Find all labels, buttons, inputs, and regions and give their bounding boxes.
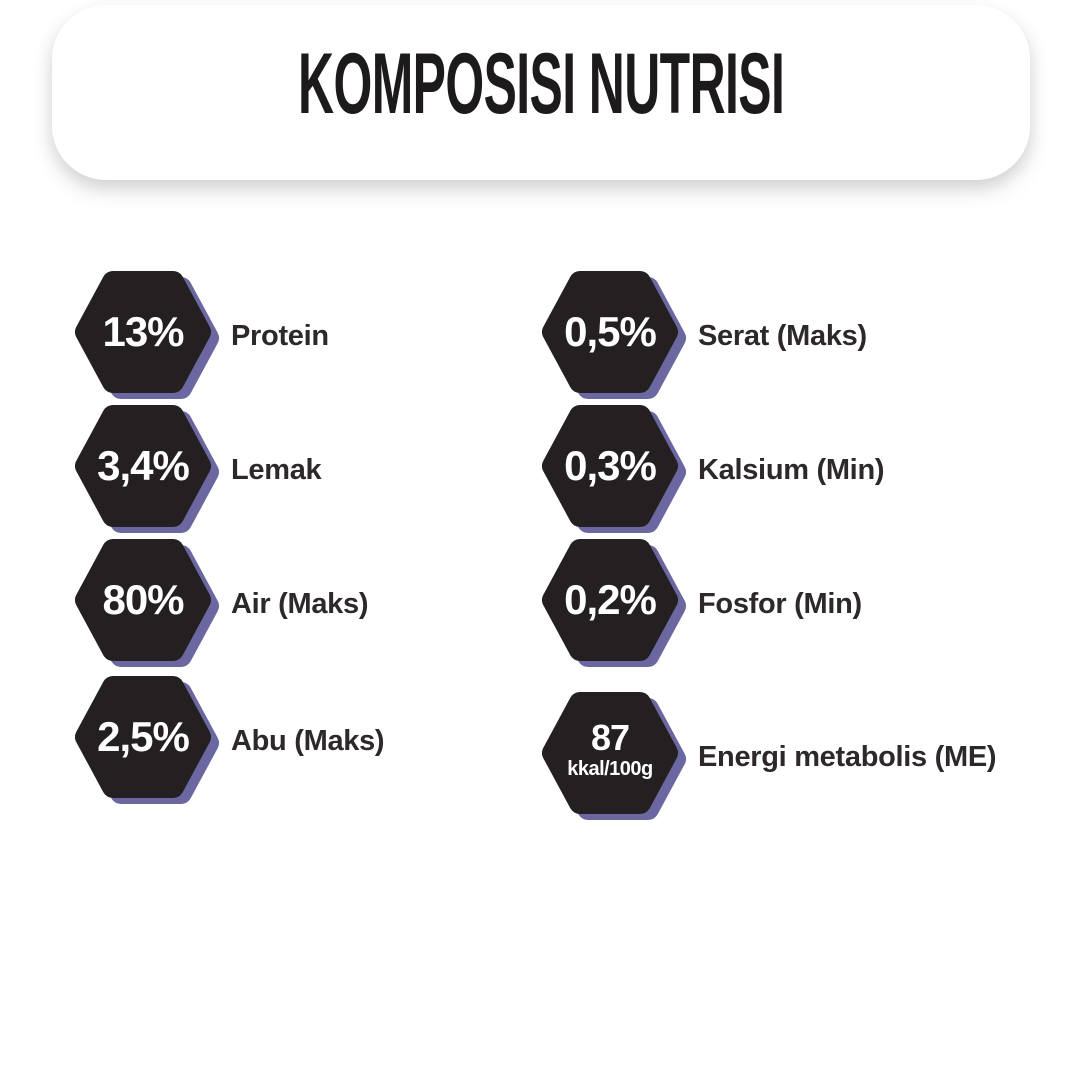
hexagon-badge: 2,5% <box>75 676 221 806</box>
nutrient-label: Abu (Maks) <box>231 724 385 757</box>
hexagon-badge: 87 kkal/100g <box>542 692 688 822</box>
hexagon-icon <box>542 539 686 667</box>
hexagon-badge: 0,2% <box>542 539 688 669</box>
hexagon-badge: 3,4% <box>75 405 221 535</box>
nutrient-item-lemak: 3,4% Lemak <box>75 405 322 535</box>
hexagon-badge: 0,5% <box>542 271 688 401</box>
nutrient-label: Air (Maks) <box>231 587 369 620</box>
nutrient-label: Serat (Maks) <box>698 319 867 352</box>
hexagon-icon <box>542 405 686 533</box>
nutrient-item-fosfor: 0,2% Fosfor (Min) <box>542 539 862 669</box>
hexagon-badge: 13% <box>75 271 221 401</box>
hexagon-badge: 80% <box>75 539 221 669</box>
badge-value: 13% <box>102 308 184 355</box>
badge-value: 0,2% <box>564 576 657 623</box>
hexagon-icon <box>542 271 686 399</box>
hexagon-icon <box>75 405 219 533</box>
nutrient-item-protein: 13% Protein <box>75 271 329 401</box>
hexagon-icon <box>542 692 686 820</box>
hexagon-badge: 0,3% <box>542 405 688 535</box>
badge-value: 0,3% <box>564 442 657 489</box>
nutrient-label: Kalsium (Min) <box>698 453 885 486</box>
badge-value: 87 <box>590 717 630 758</box>
nutrient-label: Fosfor (Min) <box>698 587 862 620</box>
nutrient-item-air: 80% Air (Maks) <box>75 539 369 669</box>
nutrient-item-kalsium: 0,3% Kalsium (Min) <box>542 405 885 535</box>
nutrient-label: Energi metabolis (ME) <box>698 740 997 773</box>
nutrient-item-serat: 0,5% Serat (Maks) <box>542 271 867 401</box>
hexagon-icon <box>75 676 219 804</box>
nutrient-item-energi: 87 kkal/100g Energi metabolis (ME) <box>542 692 997 822</box>
badge-value: 3,4% <box>97 442 190 489</box>
header-card: KOMPOSISI NUTRISI <box>52 5 1030 180</box>
nutrient-item-abu: 2,5% Abu (Maks) <box>75 676 385 806</box>
hexagon-icon <box>75 539 219 667</box>
badge-value: 0,5% <box>564 308 657 355</box>
page-title: KOMPOSISI NUTRISI <box>297 36 785 132</box>
badge-unit: kkal/100g <box>567 758 653 780</box>
hexagon-icon <box>75 271 219 399</box>
nutrient-label: Lemak <box>231 453 322 486</box>
badge-value: 80% <box>102 576 184 623</box>
nutrient-label: Protein <box>231 319 329 352</box>
badge-value: 2,5% <box>97 713 190 760</box>
